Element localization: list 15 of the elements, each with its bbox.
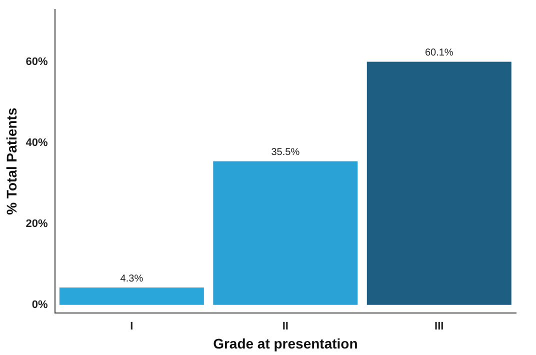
data-label: 60.1% (424, 48, 454, 59)
y-tick-label: 20% (26, 218, 48, 230)
y-tick-label: 0% (32, 298, 48, 311)
data-label: 35.5% (271, 147, 300, 158)
x-tick-label: I (130, 320, 134, 333)
x-tick-label: III (434, 320, 444, 333)
bar (59, 288, 204, 305)
bar (213, 161, 358, 305)
y-tick-label: 60% (26, 56, 48, 68)
x-axis-title: Grade at presentation (213, 335, 358, 352)
data-label: 4.3% (120, 273, 144, 284)
y-tick-label: 40% (26, 137, 48, 150)
y-axis-title: % Total Patients (3, 108, 20, 215)
x-tick-label: II (282, 320, 288, 333)
bar (366, 62, 512, 305)
